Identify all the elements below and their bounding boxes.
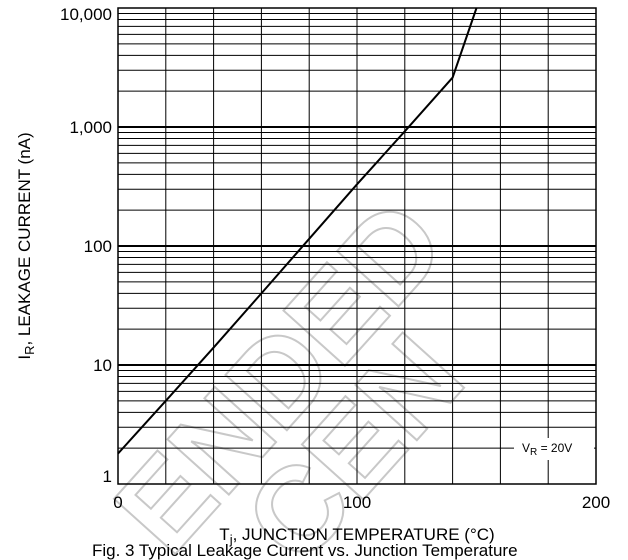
y-tick-label: 100 xyxy=(84,237,112,256)
grid xyxy=(118,8,596,484)
x-tick-label: 200 xyxy=(582,493,610,512)
y-tick-label: 10 xyxy=(93,356,112,375)
figure-caption: Fig. 3 Typical Leakage Current vs. Junct… xyxy=(92,541,518,560)
annotation-vr: VR = 20V xyxy=(514,438,594,460)
y-tick-label: 1 xyxy=(103,467,112,486)
y-tick-label: 10,000 xyxy=(60,5,112,24)
watermark: ENDED CEN xyxy=(90,176,489,560)
x-tick-label: 100 xyxy=(343,493,371,512)
y-axis-label: IR, LEAKAGE CURRENT (nA) xyxy=(15,132,37,359)
x-tick-label: 0 xyxy=(113,493,122,512)
y-tick-label: 1,000 xyxy=(69,118,112,137)
